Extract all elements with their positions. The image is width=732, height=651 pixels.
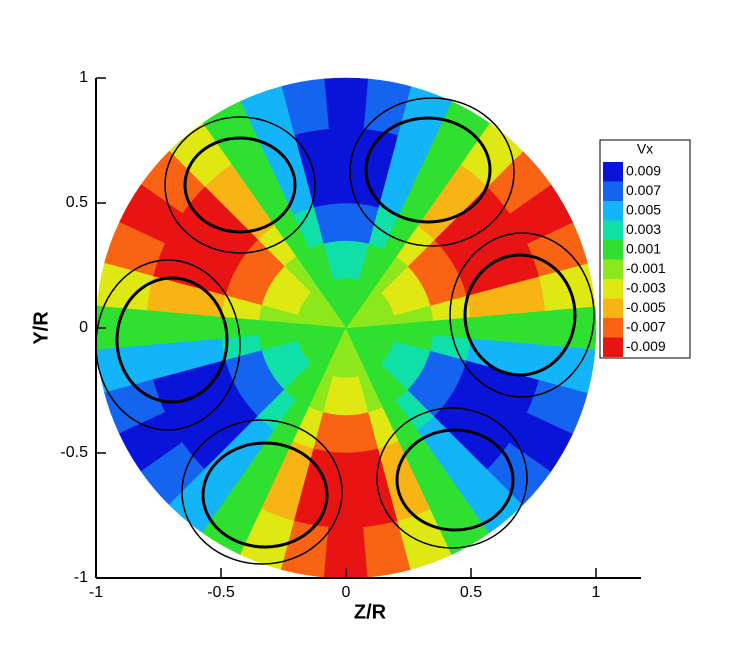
legend-label: 0.003 <box>626 221 661 237</box>
legend-label: 0.001 <box>626 241 661 257</box>
contour-cell <box>183 313 222 343</box>
streamline <box>164 116 316 254</box>
x-tick-label: 0.5 <box>460 584 482 601</box>
y-tick-label: 0 <box>79 319 88 336</box>
legend-swatch <box>603 298 623 318</box>
contour-cell <box>334 202 358 242</box>
contour-cell <box>507 310 547 346</box>
legend-swatch <box>603 259 623 279</box>
streamline <box>449 232 595 398</box>
streamline <box>95 259 241 431</box>
streamline <box>201 441 329 549</box>
legend-swatch <box>603 201 623 221</box>
legend-label: 0.009 <box>626 163 661 179</box>
y-tick-label: 1 <box>79 69 88 86</box>
streamline <box>463 253 577 377</box>
legend-swatch <box>603 279 623 299</box>
legend-label: -0.007 <box>626 319 666 335</box>
y-tick-label: -1 <box>74 569 88 586</box>
streamline <box>181 419 343 565</box>
legend-swatch <box>603 162 623 182</box>
contour-cell <box>323 77 369 130</box>
legend-label: -0.001 <box>626 260 666 276</box>
legend-swatch <box>603 337 623 357</box>
streamline <box>349 97 515 247</box>
contour-cell <box>334 414 358 454</box>
legend-title: Vx <box>637 141 653 157</box>
legend-label: 0.005 <box>626 202 661 218</box>
contour-field <box>95 77 597 579</box>
contour-cell <box>470 313 509 343</box>
streamline <box>376 407 528 549</box>
streamline <box>364 116 492 224</box>
legend-swatch <box>603 220 623 240</box>
streamline <box>115 276 229 404</box>
legend-label: 0.007 <box>626 182 661 198</box>
contour-cell <box>328 127 364 167</box>
legend-swatch <box>603 318 623 338</box>
streamlines <box>95 97 595 565</box>
contour-cell <box>544 305 597 351</box>
x-tick-label: 0 <box>342 584 351 601</box>
legend-label: -0.009 <box>626 338 666 354</box>
y-axis-label: Y/R <box>30 311 52 345</box>
legend-label: -0.003 <box>626 280 666 296</box>
x-axis-label: Z/R <box>354 601 387 623</box>
x-tick-label: 1 <box>592 584 601 601</box>
legend-label: -0.005 <box>626 299 666 315</box>
x-tick-label: -0.5 <box>207 584 235 601</box>
streamline <box>395 428 515 532</box>
legend-swatch <box>603 181 623 201</box>
y-tick-label: -0.5 <box>60 444 88 461</box>
streamline <box>183 136 297 234</box>
contour-cell <box>331 452 361 491</box>
contour-cell <box>538 345 596 394</box>
y-tick-label: 0.5 <box>66 194 88 211</box>
x-tick-label: -1 <box>89 584 103 601</box>
contour-cell <box>145 310 185 346</box>
legend-swatch <box>603 240 623 260</box>
